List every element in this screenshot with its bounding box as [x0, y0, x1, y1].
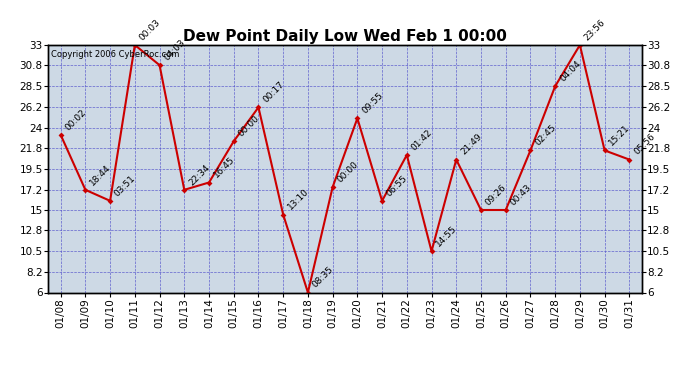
Text: 00:00: 00:00: [335, 160, 360, 184]
Text: 01:42: 01:42: [410, 128, 434, 152]
Text: 18:44: 18:44: [88, 163, 112, 187]
Text: 23:56: 23:56: [582, 18, 607, 42]
Text: 09:26: 09:26: [484, 183, 509, 207]
Text: 16:45: 16:45: [212, 155, 237, 180]
Text: 06:55: 06:55: [385, 173, 410, 198]
Text: 00:43: 00:43: [509, 183, 533, 207]
Text: 14:55: 14:55: [434, 224, 459, 249]
Text: 03:51: 03:51: [113, 173, 137, 198]
Text: 00:03: 00:03: [137, 18, 162, 42]
Text: 00:02: 00:02: [63, 108, 88, 132]
Text: 22:34: 22:34: [187, 163, 211, 187]
Text: 08:35: 08:35: [310, 265, 335, 290]
Text: 15:21: 15:21: [607, 123, 632, 148]
Text: 00:17: 00:17: [262, 80, 286, 105]
Text: 05:56: 05:56: [632, 132, 657, 157]
Text: 04:03: 04:03: [162, 38, 187, 62]
Text: 04:04: 04:04: [558, 59, 582, 84]
Text: 02:45: 02:45: [533, 123, 558, 148]
Title: Dew Point Daily Low Wed Feb 1 00:00: Dew Point Daily Low Wed Feb 1 00:00: [183, 29, 507, 44]
Text: 00:00: 00:00: [237, 114, 262, 138]
Text: 13:10: 13:10: [286, 187, 310, 212]
Text: 09:55: 09:55: [360, 91, 385, 116]
Text: Copyright 2006 CyberRoc.com: Copyright 2006 CyberRoc.com: [51, 50, 179, 59]
Text: 21:49: 21:49: [459, 132, 484, 157]
